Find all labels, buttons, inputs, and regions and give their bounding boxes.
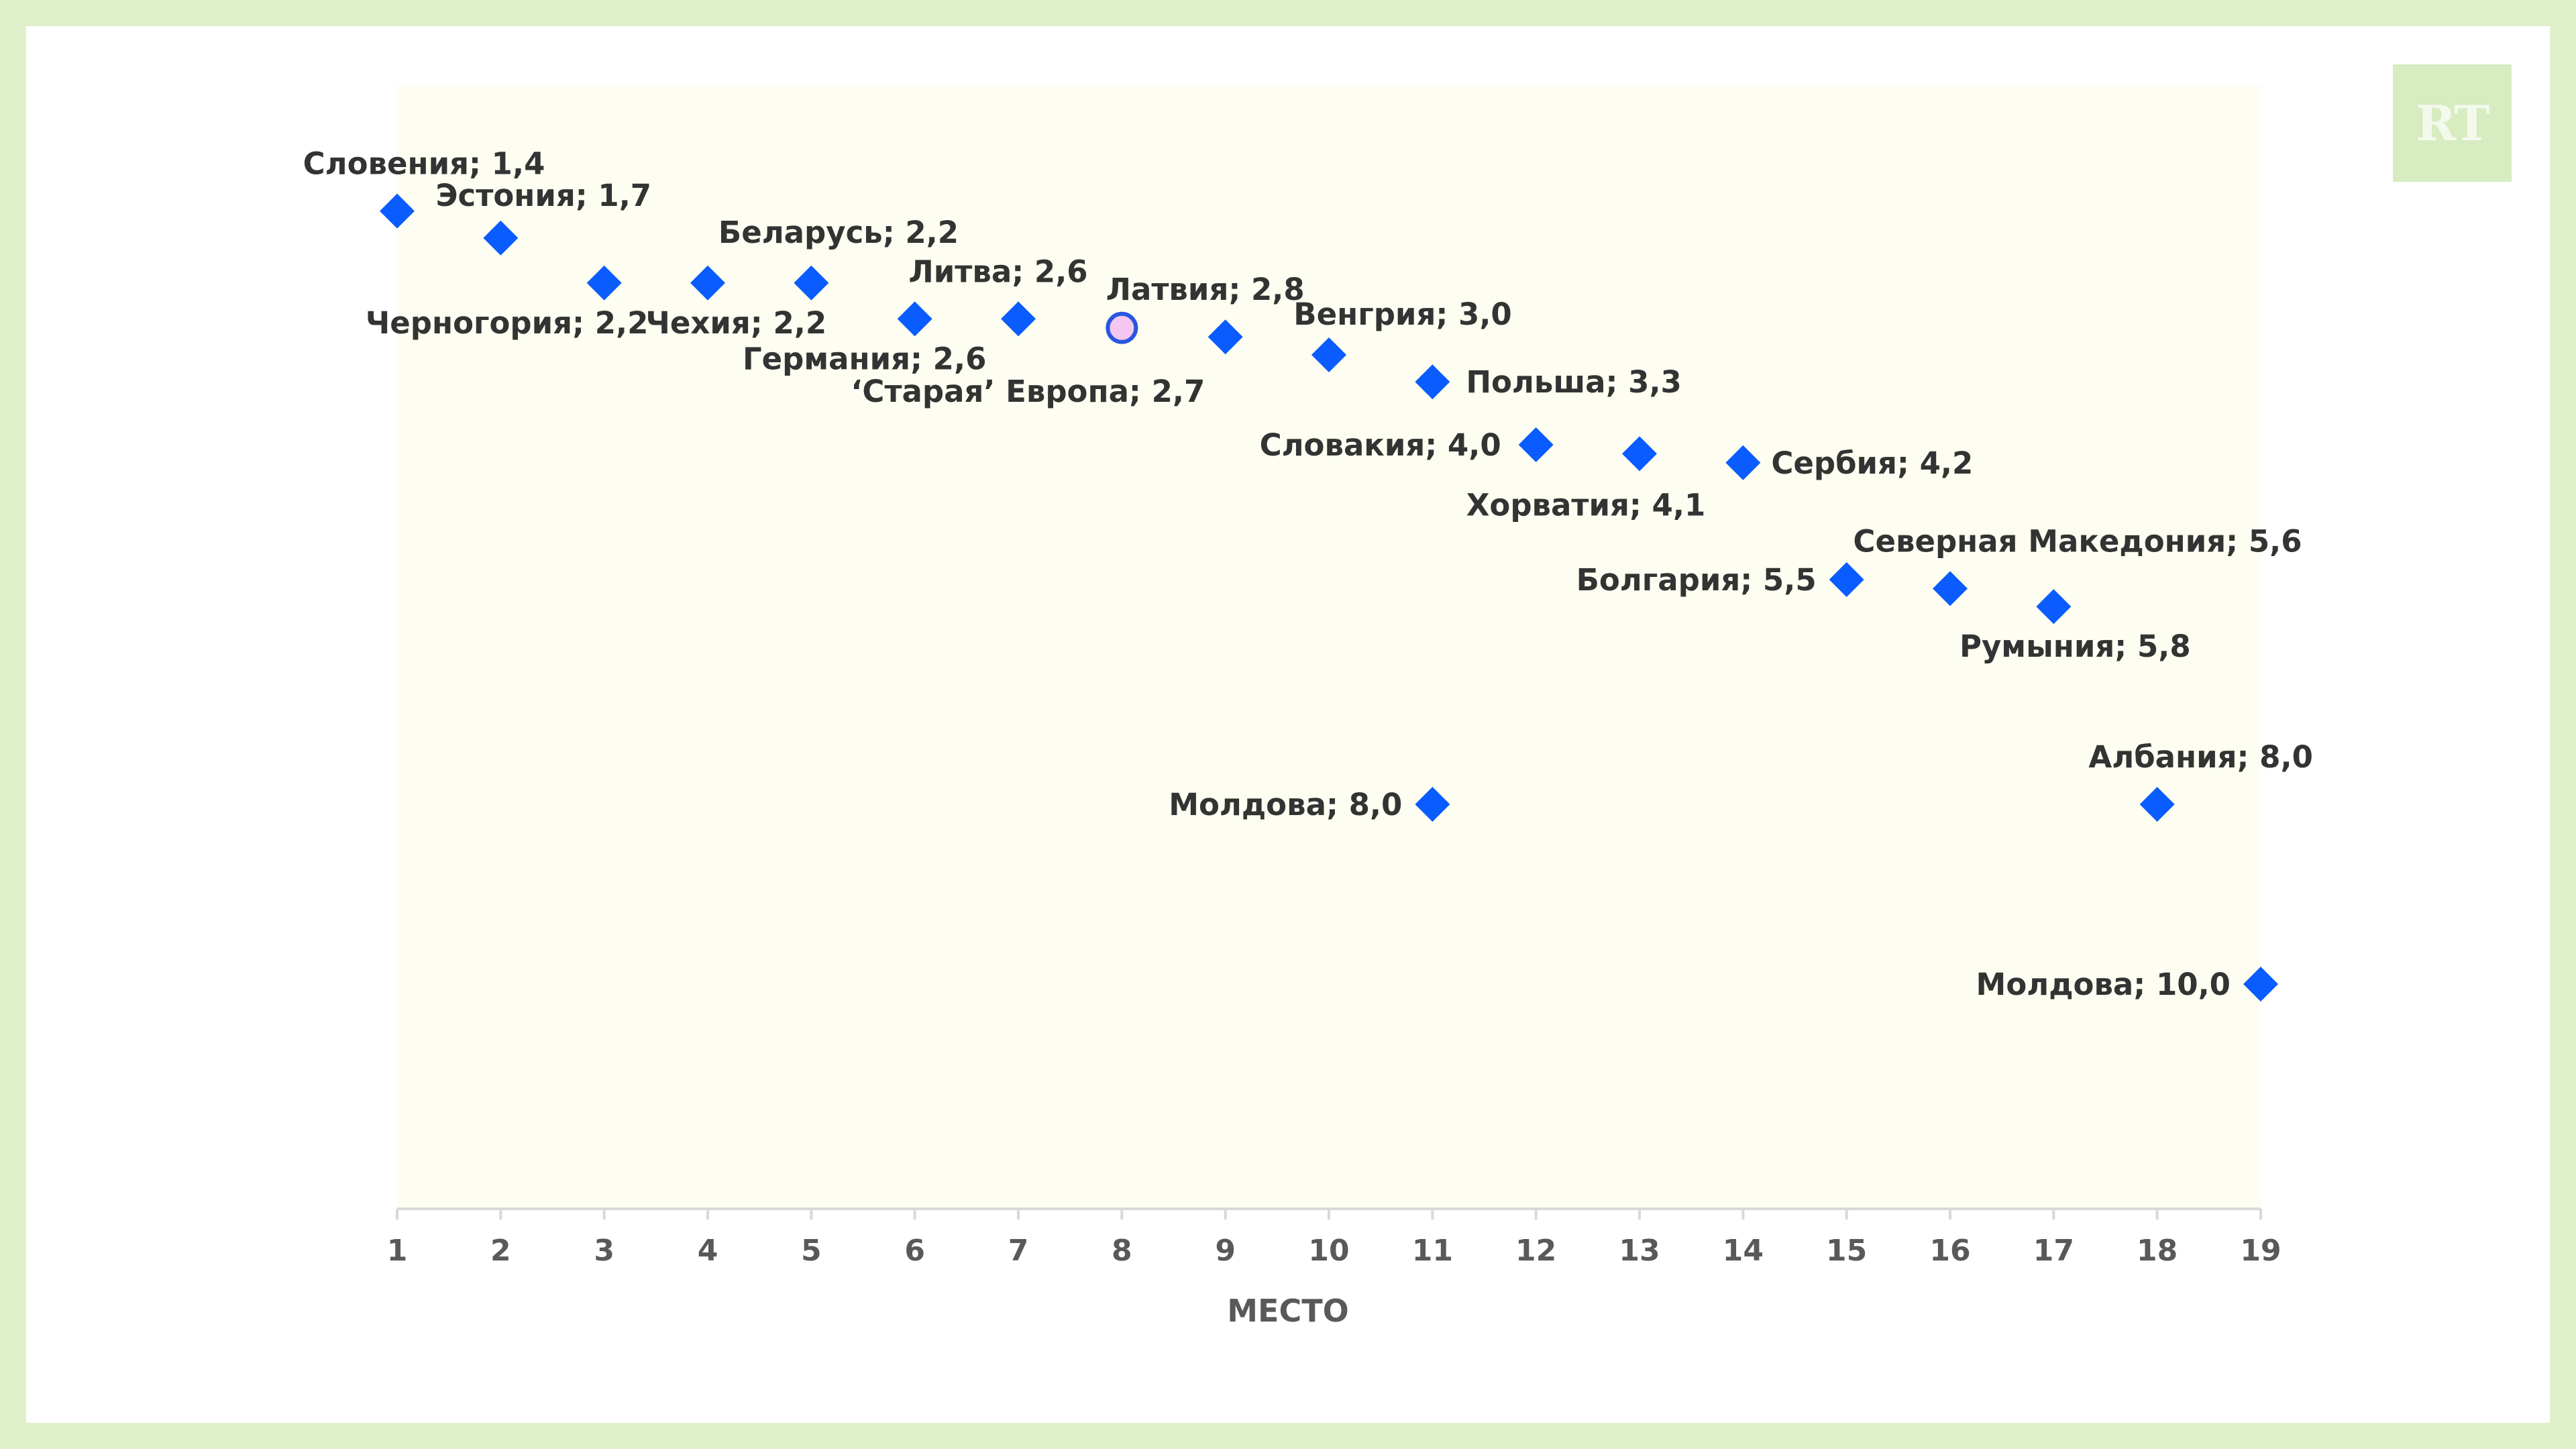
x-tick-label: 12 <box>1515 1234 1556 1268</box>
diamond-point-marker <box>1311 337 1346 372</box>
diamond-point-marker <box>1518 427 1554 462</box>
x-tick-label: 9 <box>1215 1234 1236 1268</box>
x-axis-title: МЕСТО <box>1227 1293 1348 1329</box>
diamond-point-marker <box>690 265 725 301</box>
data-point-label: Латвия; 2,8 <box>1106 272 1305 307</box>
data-point-label: Германия; 2,6 <box>743 341 986 376</box>
x-tick-label: 4 <box>698 1234 718 1268</box>
diamond-point-marker <box>1725 445 1761 480</box>
data-point-label: Эстония; 1,7 <box>436 178 652 213</box>
x-tick-label: 8 <box>1112 1234 1132 1268</box>
diamond-point-marker <box>1001 301 1036 337</box>
x-tick-label: 1 <box>387 1234 408 1268</box>
data-point-label: Литва; 2,6 <box>908 254 1087 289</box>
data-point-label: Чехия; 2,2 <box>645 305 826 341</box>
rt-logo-text: RT <box>2416 95 2489 152</box>
diamond-point-marker <box>2139 787 2175 822</box>
data-point-label: ‘Старая’ Европа; 2,7 <box>851 374 1205 409</box>
diamond-point-marker <box>794 265 829 301</box>
x-tick-label: 2 <box>490 1234 511 1268</box>
data-point-label: Молдова; 10,0 <box>1976 967 2231 1002</box>
data-point-label: Словения; 1,4 <box>303 146 545 182</box>
diamond-point-marker <box>1933 571 1968 606</box>
diamond-point-marker <box>1415 787 1450 822</box>
data-point-label: Словакия; 4,0 <box>1260 427 1501 463</box>
x-tick-label: 3 <box>594 1234 614 1268</box>
data-point-label: Молдова; 8,0 <box>1169 787 1402 822</box>
diamond-point-marker <box>1829 562 1864 597</box>
x-tick-label: 19 <box>2240 1234 2281 1268</box>
data-point-label: Венгрия; 3,0 <box>1293 297 1511 332</box>
diamond-point-marker <box>380 193 415 229</box>
x-tick-label: 17 <box>2033 1234 2074 1268</box>
diamond-point-marker <box>483 220 519 256</box>
data-point-label: Польша; 3,3 <box>1466 364 1682 400</box>
diamond-point-marker <box>1208 319 1243 355</box>
x-axis-ticks: 1 2 3 4 5 6 7 8 9 10 11 12 13 14 15 16 17 18 19 <box>387 1209 2282 1268</box>
x-tick-label: 7 <box>1008 1234 1029 1268</box>
x-tick-label: 11 <box>1412 1234 1453 1268</box>
diamond-point-marker <box>2036 589 2072 625</box>
highlight-point-marker <box>1106 311 1138 344</box>
data-point-label: Беларусь; 2,2 <box>718 215 959 250</box>
x-tick-label: 6 <box>904 1234 925 1268</box>
x-tick-label: 18 <box>2137 1234 2178 1268</box>
x-tick-label: 16 <box>1929 1234 1970 1268</box>
diamond-point-marker <box>2243 967 2278 1002</box>
data-point-label: Сербия; 4,2 <box>1771 445 1973 481</box>
rt-logo: RT <box>2393 64 2512 182</box>
data-point-label: Албания; 8,0 <box>2088 739 2312 775</box>
x-tick-label: 10 <box>1308 1234 1349 1268</box>
diamond-point-marker <box>1415 364 1450 400</box>
data-point-label: Черногория; 2,2 <box>366 305 649 341</box>
data-points <box>380 193 2278 1002</box>
x-tick-label: 13 <box>1619 1234 1660 1268</box>
data-point-label: Хорватия; 4,1 <box>1466 487 1706 523</box>
data-point-label: Болгария; 5,5 <box>1576 562 1817 598</box>
x-tick-label: 15 <box>1826 1234 1867 1268</box>
diamond-point-marker <box>586 265 622 301</box>
data-point-label: Северная Македония; 5,6 <box>1853 523 2302 559</box>
data-point-label: Румыния; 5,8 <box>1960 629 2191 664</box>
diamond-point-marker <box>897 301 932 337</box>
x-tick-label: 5 <box>801 1234 822 1268</box>
diamond-point-marker <box>1622 436 1657 472</box>
x-tick-label: 14 <box>1723 1234 1764 1268</box>
